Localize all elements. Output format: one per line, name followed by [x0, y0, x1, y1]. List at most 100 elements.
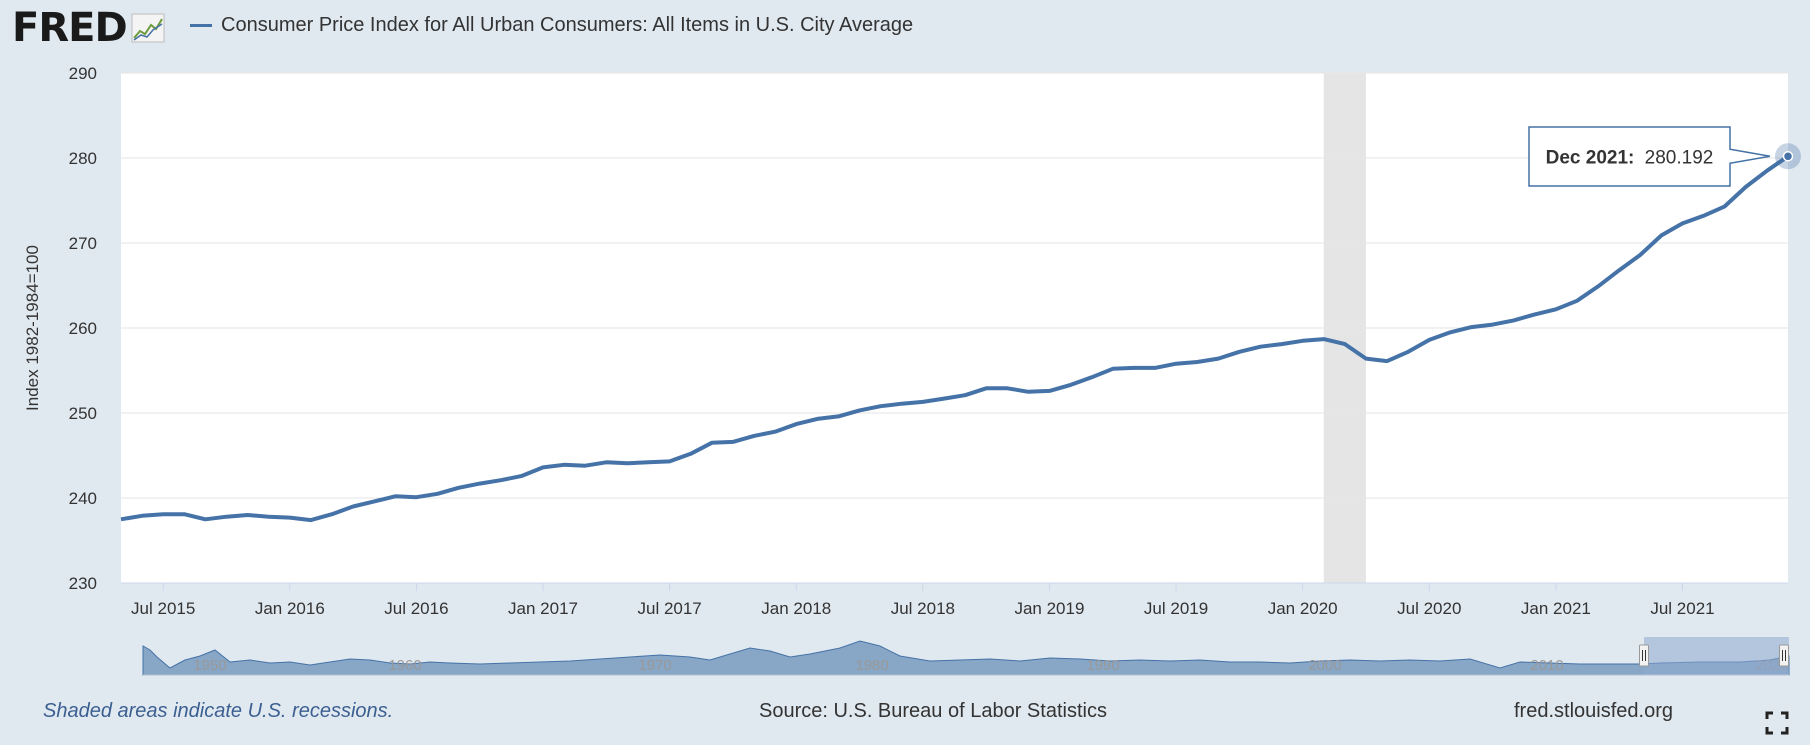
- data-point[interactable]: [182, 512, 186, 516]
- data-point[interactable]: [1132, 366, 1136, 370]
- data-point[interactable]: [815, 417, 819, 421]
- y-tick-label: 240: [69, 489, 97, 508]
- data-point[interactable]: [1343, 342, 1347, 346]
- data-point[interactable]: [1765, 169, 1769, 173]
- data-point[interactable]: [942, 397, 946, 401]
- data-point[interactable]: [414, 495, 418, 499]
- data-point[interactable]: [1406, 350, 1410, 354]
- data-point[interactable]: [372, 499, 376, 503]
- navigator-selection[interactable]: [1644, 637, 1789, 675]
- data-point[interactable]: [161, 512, 165, 516]
- data-point[interactable]: [1469, 325, 1473, 329]
- data-point[interactable]: [1744, 185, 1748, 189]
- data-point[interactable]: [1069, 383, 1073, 387]
- data-point[interactable]: [1322, 337, 1326, 341]
- data-point[interactable]: [1491, 323, 1495, 327]
- data-point[interactable]: [773, 430, 777, 434]
- data-point[interactable]: [225, 515, 229, 519]
- data-point[interactable]: [393, 494, 397, 498]
- data-point[interactable]: [1111, 367, 1115, 371]
- data-point[interactable]: [309, 518, 313, 522]
- data-point[interactable]: [689, 452, 693, 456]
- data-point[interactable]: [1364, 357, 1368, 361]
- x-tick-label: Jul 2018: [891, 599, 955, 618]
- navigator-handle-grip[interactable]: [1639, 644, 1649, 667]
- data-point[interactable]: [647, 460, 651, 464]
- data-point[interactable]: [1659, 233, 1663, 237]
- data-point[interactable]: [1596, 284, 1600, 288]
- data-point[interactable]: [1385, 359, 1389, 363]
- data-point[interactable]: [900, 402, 904, 406]
- navigator-handle-right[interactable]: [1779, 644, 1789, 667]
- data-point[interactable]: [752, 434, 756, 438]
- data-point[interactable]: [1533, 312, 1537, 316]
- data-point[interactable]: [1047, 389, 1051, 393]
- data-point[interactable]: [203, 517, 207, 521]
- data-point[interactable]: [499, 478, 503, 482]
- navigator-year-label: 1970: [638, 657, 671, 674]
- data-point[interactable]: [351, 505, 355, 509]
- data-point[interactable]: [1554, 307, 1558, 311]
- data-point[interactable]: [140, 514, 144, 518]
- data-point[interactable]: [1427, 338, 1431, 342]
- data-point[interactable]: [246, 513, 250, 517]
- data-point[interactable]: [1680, 221, 1684, 225]
- data-point[interactable]: [836, 414, 840, 418]
- data-point[interactable]: [119, 517, 123, 521]
- data-points: [119, 143, 1801, 522]
- data-point[interactable]: [583, 464, 587, 468]
- fullscreen-icon[interactable]: [1765, 711, 1789, 735]
- navigator[interactable]: 19501960197019801990200020102020: [142, 637, 1790, 676]
- data-point[interactable]: [921, 400, 925, 404]
- data-point[interactable]: [668, 459, 672, 463]
- x-tick-label: Jul 2015: [131, 599, 195, 618]
- data-point[interactable]: [478, 482, 482, 486]
- fred-logo[interactable]: FRED: [12, 5, 165, 51]
- data-point[interactable]: [1090, 375, 1094, 379]
- data-point[interactable]: [562, 463, 566, 467]
- data-point[interactable]: [1575, 299, 1579, 303]
- data-point[interactable]: [710, 441, 714, 445]
- data-point[interactable]: [1026, 390, 1030, 394]
- data-point[interactable]: [288, 516, 292, 520]
- data-point[interactable]: [731, 440, 735, 444]
- data-point[interactable]: [1005, 386, 1009, 390]
- data-point[interactable]: [1617, 268, 1621, 272]
- data-point[interactable]: [541, 465, 545, 469]
- data-point[interactable]: [879, 404, 883, 408]
- data-point[interactable]: [1195, 360, 1199, 364]
- data-point[interactable]: [1174, 362, 1178, 366]
- navigator-year-label: 2000: [1308, 657, 1341, 674]
- data-point[interactable]: [604, 460, 608, 464]
- hover-point[interactable]: [1782, 151, 1794, 162]
- series-legend[interactable]: Consumer Price Index for All Urban Consu…: [190, 14, 913, 37]
- data-point[interactable]: [858, 408, 862, 412]
- navigator-handle-left[interactable]: [1639, 644, 1649, 667]
- data-point[interactable]: [1448, 330, 1452, 334]
- site-link[interactable]: fred.stlouisfed.org: [1514, 700, 1673, 722]
- data-point[interactable]: [794, 422, 798, 426]
- data-point[interactable]: [267, 515, 271, 519]
- data-point[interactable]: [984, 386, 988, 390]
- data-point[interactable]: [457, 486, 461, 490]
- data-point[interactable]: [1237, 350, 1241, 354]
- data-point[interactable]: [963, 393, 967, 397]
- data-point[interactable]: [1153, 366, 1157, 370]
- data-point[interactable]: [436, 492, 440, 496]
- data-point[interactable]: [520, 474, 524, 478]
- data-point[interactable]: [1258, 345, 1262, 349]
- data-point[interactable]: [1702, 214, 1706, 218]
- series-line[interactable]: [120, 154, 1790, 523]
- data-point[interactable]: [1301, 339, 1305, 343]
- tooltip: Dec 2021: 280.192: [1528, 126, 1771, 187]
- data-point[interactable]: [1216, 357, 1220, 361]
- data-point[interactable]: [330, 512, 334, 516]
- data-point[interactable]: [625, 461, 629, 465]
- data-point[interactable]: [1638, 253, 1642, 257]
- data-point[interactable]: [1512, 318, 1516, 322]
- navigator-handle-grip[interactable]: [1779, 644, 1789, 667]
- recession-note: Shaded areas indicate U.S. recessions.: [43, 700, 394, 722]
- data-point[interactable]: [1280, 342, 1284, 346]
- data-point[interactable]: [1723, 204, 1727, 208]
